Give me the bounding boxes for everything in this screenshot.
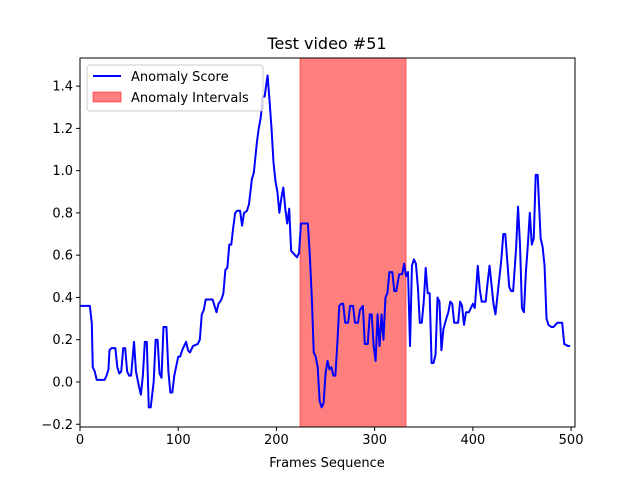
axes-frame: [79, 57, 576, 428]
x-tick-label: 400: [460, 433, 485, 448]
legend-swatch: [92, 91, 122, 103]
chart-title: Test video #51: [266, 34, 386, 53]
y-tick-label: 1.4: [52, 80, 73, 95]
y-tick-label: 1.0: [52, 164, 73, 179]
x-axis-label: Frames Sequence: [269, 456, 385, 471]
score-line: [80, 74, 571, 409]
anomaly-interval: [299, 57, 407, 428]
y-tick-label: −0.2: [41, 418, 73, 433]
legend-label: Anomaly Intervals: [131, 91, 249, 106]
y-tick-label: 0.0: [52, 375, 73, 390]
x-tick-label: 100: [166, 433, 191, 448]
x-tick-label: 200: [264, 433, 289, 448]
y-tick-label: 0.6: [52, 249, 73, 264]
y-tick-label: 1.2: [52, 122, 73, 137]
x-tick-label: 500: [559, 433, 584, 448]
legend-box: [86, 64, 264, 112]
y-tick-label: 0.2: [52, 333, 73, 348]
y-tick-label: 0.8: [52, 206, 73, 221]
y-tick-label: 0.4: [52, 291, 73, 306]
plot-area: 0 100 200 300 400 500 −0.2 0.0 0.2 0.4 0.6 0.8 1.0 1.…: [41, 57, 584, 448]
x-tick-label: 300: [362, 433, 387, 448]
x-tick-label: 0: [76, 433, 84, 448]
legend-label: Anomaly Score: [131, 70, 229, 85]
